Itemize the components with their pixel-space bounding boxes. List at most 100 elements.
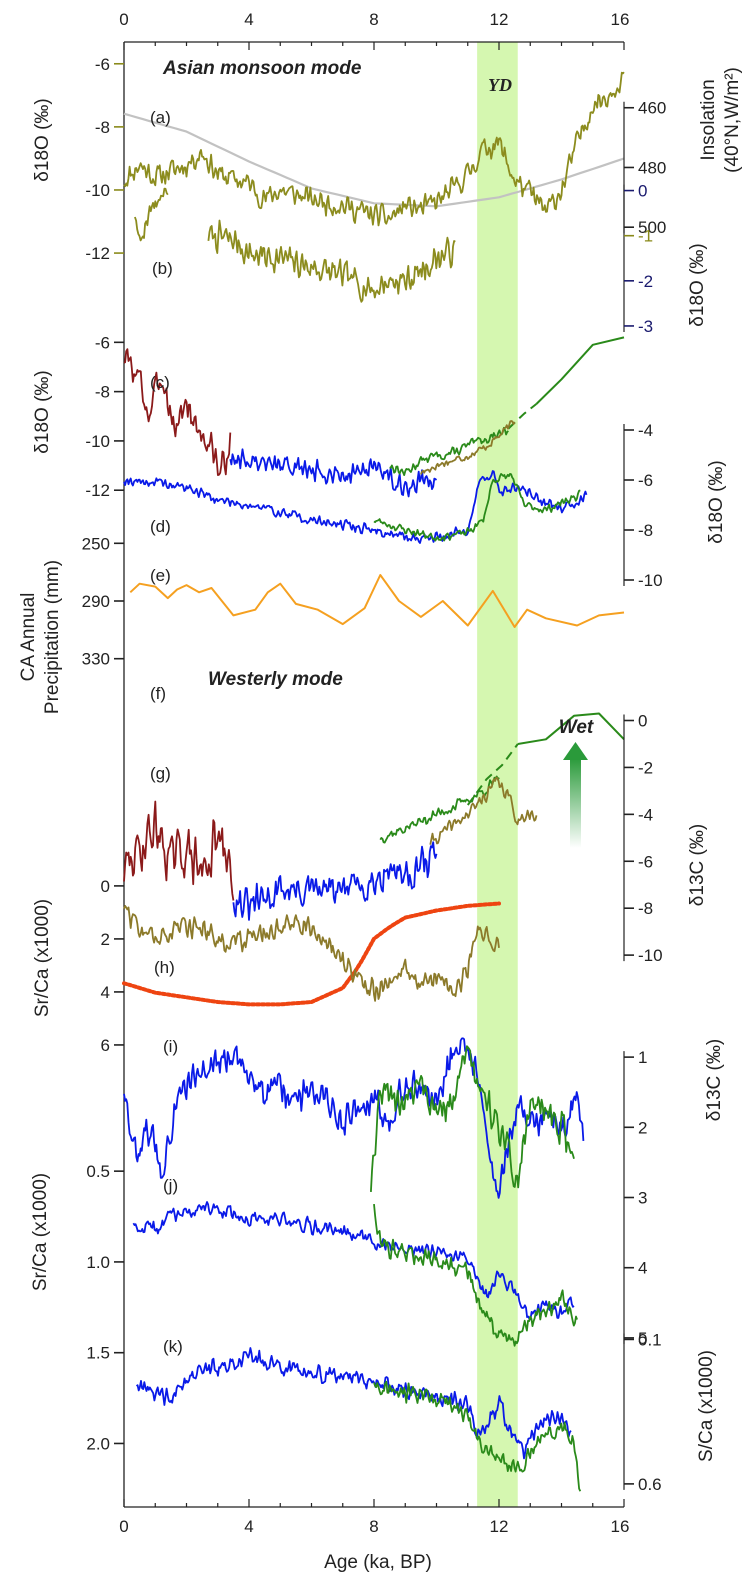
insolation-title-line-1: Insolation: [698, 79, 719, 160]
panel-labels: (a) (b) (c) (d) (e) (f) (g) (h) (i) (j) …: [150, 108, 183, 1356]
series-g_green_tail: [517, 712, 625, 745]
y-tick-label: -1: [638, 227, 653, 246]
series-j_green: [373, 1204, 578, 1347]
x-tick-bottom-8: 8: [369, 1517, 378, 1536]
wet-arrow-shaft: [570, 758, 581, 848]
y-tick-label: 500: [638, 218, 666, 237]
y-tick-label: 1.0: [86, 1253, 110, 1272]
asian-monsoon-mode-label: Asian monsoon mode: [162, 58, 362, 79]
ca-precip-title-line-2: Precipitation (mm): [42, 560, 63, 714]
y-tick-label: 290: [82, 592, 110, 611]
y-tick-label: -4: [638, 421, 653, 440]
y-tick-label: 0: [638, 712, 647, 731]
panel-label-c: (c): [150, 373, 170, 392]
y-tick-label: -6: [95, 333, 110, 352]
y-tick-label: -2: [638, 272, 653, 291]
series-e: [129, 574, 625, 628]
series-c_green: [389, 426, 509, 476]
series-layer: [122, 71, 625, 1492]
panel-label-d: (d): [150, 517, 171, 536]
panel-label-e: (e): [150, 566, 171, 585]
y-tick-label: 330: [82, 650, 110, 669]
panel-label-j: (j): [163, 1176, 178, 1195]
y-tick-label: 1.5: [86, 1344, 110, 1363]
x-ticks-layer: [123, 42, 625, 1507]
y-tick-label: 480: [638, 158, 666, 177]
y-tick-label: 6: [101, 1036, 110, 1055]
axis-title-left-d18O-c: δ18O (‰): [32, 370, 53, 453]
axis-title-right-d18O-d: δ18O (‰): [706, 460, 727, 543]
x-tick-bottom-16: 16: [611, 1517, 630, 1536]
series-d_green: [373, 473, 581, 542]
y-tick-label: -6: [95, 55, 110, 74]
yd-shaded-band: [477, 42, 518, 1507]
x-tick-bottom-0: 0: [119, 1517, 128, 1536]
x-tick-top-0: 0: [119, 10, 128, 29]
y-tick-label: -6: [638, 852, 653, 871]
yd-label: YD: [488, 75, 512, 95]
series-c_olive: [420, 420, 516, 475]
y-tick-label: 250: [82, 534, 110, 553]
y-tick-label: -10: [85, 432, 110, 451]
panel-label-k: (k): [163, 1337, 183, 1356]
series-b2: [207, 219, 456, 303]
panel-label-a: (a): [150, 108, 171, 127]
x-tick-bottom-12: 12: [490, 1517, 509, 1536]
series-k_green: [373, 1380, 582, 1492]
ticks-layer: -12-10-8-6500480460-3-2-10-12-10-8-6-10-…: [82, 55, 667, 1494]
y-tick-label: 4: [101, 983, 110, 1002]
y-tick-label: 0: [638, 182, 647, 201]
y-tick-label: -2: [638, 758, 653, 777]
wet-arrow-head: [563, 742, 588, 760]
panel-label-h: (h): [154, 958, 175, 977]
series-g_green_dash: [466, 743, 519, 806]
y-tick-label: 0.5: [86, 1162, 110, 1181]
westerly-mode-label: Westerly mode: [208, 669, 343, 690]
series-i_blue: [123, 1037, 585, 1199]
y-tick-label: 0.6: [638, 1475, 662, 1494]
series-c_blue: [229, 448, 438, 498]
y-tick-label: 0.1: [638, 1330, 662, 1349]
y-tick-label: 0: [101, 877, 110, 896]
series-a_insolation: [123, 112, 625, 208]
x-tick-top-12: 12: [490, 10, 509, 29]
ca-precip-title-line-1: CA Annual: [18, 593, 39, 682]
y-tick-label: 2.0: [86, 1434, 110, 1453]
y-tick-label: 5: [638, 1329, 647, 1348]
axis-title-right-sca-k: S/Ca (x1000): [696, 1350, 717, 1462]
y-tick-label: -8: [95, 383, 110, 402]
axis-title-right-d18O-b: δ18O (‰): [687, 243, 708, 326]
x-tick-top-16: 16: [611, 10, 630, 29]
y-tick-label: -12: [85, 481, 110, 500]
axis-title-left-srca-jk: Sr/Ca (x1000): [30, 1173, 51, 1291]
y-tick-label: -10: [85, 181, 110, 200]
series-i_green: [370, 1045, 575, 1192]
axis-title-left-d18O-a: δ18O (‰): [32, 98, 53, 181]
y-tick-label: -10: [638, 946, 663, 965]
x-axis-label: Age (ka, BP): [324, 1552, 432, 1573]
y-tick-label: -6: [638, 471, 653, 490]
y-tick-label: -3: [638, 317, 653, 336]
series-h: [123, 905, 500, 1002]
axis-title-right-d13C-ij: δ13C (‰): [704, 1039, 725, 1121]
panel-label-b: (b): [152, 259, 173, 278]
series-b1: [134, 187, 169, 242]
y-tick-label: 2: [638, 1118, 647, 1137]
y-tick-label: 3: [638, 1189, 647, 1208]
series-f: [122, 901, 501, 1007]
y-tick-label: -8: [95, 118, 110, 137]
y-tick-label: 4: [638, 1259, 647, 1278]
y-tick-label: -8: [638, 899, 653, 918]
y-tick-label: -12: [85, 244, 110, 263]
axis-title-right-d13C-g: δ13C (‰): [687, 824, 708, 906]
y-tick-label: -8: [638, 521, 653, 540]
x-tick-top-8: 8: [369, 10, 378, 29]
y-tick-label: 460: [638, 99, 666, 118]
series-j_blue: [132, 1201, 575, 1321]
insolation-title-line-2: (40°N,W/m²): [722, 67, 742, 173]
axis-title-left-ca-precip: CA Annual Precipitation (mm): [18, 560, 63, 714]
panel-label-f: (f): [150, 684, 166, 703]
y-tick-label: 2: [101, 930, 110, 949]
